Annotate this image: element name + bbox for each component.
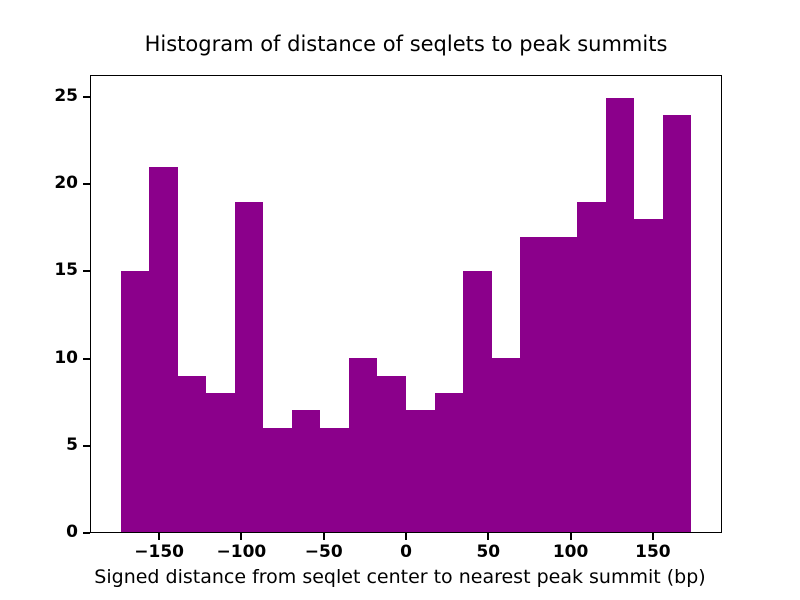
- histogram-bar: [177, 375, 207, 532]
- x-tick-label: −50: [304, 542, 343, 562]
- x-axis-label: Signed distance from seqlet center to ne…: [94, 566, 706, 588]
- chart-title: Histogram of distance of seqlets to peak…: [144, 32, 668, 56]
- histogram-bar: [263, 427, 292, 532]
- histogram-bar: [434, 393, 464, 532]
- histogram-bar: [377, 375, 406, 532]
- histogram-bar: [120, 271, 150, 532]
- x-tick-label: 100: [552, 542, 589, 562]
- x-tick-mark: [240, 533, 243, 540]
- y-tick-label: 20: [54, 173, 78, 194]
- histogram-bar: [291, 410, 321, 532]
- y-tick-mark: [83, 270, 90, 273]
- y-tick-mark: [83, 532, 90, 534]
- x-tick-label: 150: [635, 542, 671, 562]
- x-tick-label: 0: [400, 542, 412, 562]
- y-tick-label: 10: [54, 347, 78, 368]
- x-tick-mark: [405, 533, 407, 540]
- histogram-bar: [577, 201, 606, 532]
- x-tick-mark: [487, 533, 490, 540]
- histogram-bar: [548, 236, 578, 532]
- histogram-bar: [348, 358, 378, 532]
- y-tick-mark: [83, 95, 90, 98]
- y-tick-label: 15: [54, 260, 78, 281]
- histogram-bar: [206, 393, 235, 532]
- x-tick-label: −100: [216, 542, 267, 562]
- histogram-bar: [406, 410, 435, 532]
- histogram-bar: [520, 236, 549, 532]
- x-tick-mark: [322, 533, 325, 540]
- y-tick-label: 0: [66, 522, 78, 542]
- y-tick-mark: [83, 444, 90, 447]
- x-tick-label: 50: [476, 542, 501, 562]
- x-tick-label: −150: [134, 542, 184, 562]
- x-tick-mark: [158, 533, 161, 540]
- y-tick-mark: [83, 357, 90, 360]
- histogram-bar: [149, 167, 178, 532]
- histogram-bar: [491, 358, 521, 532]
- y-tick-mark: [83, 183, 90, 186]
- plot-area: [90, 75, 722, 533]
- x-tick-mark: [569, 533, 572, 540]
- y-tick-label: 5: [66, 434, 78, 455]
- histogram-bar: [320, 427, 349, 532]
- histogram-bar: [605, 97, 635, 532]
- y-tick-label: 25: [54, 85, 78, 106]
- histogram-bar: [662, 115, 692, 532]
- histogram-bar: [634, 219, 663, 532]
- histogram-bar: [234, 201, 264, 532]
- histogram-bar: [463, 271, 492, 532]
- x-tick-mark: [651, 533, 654, 540]
